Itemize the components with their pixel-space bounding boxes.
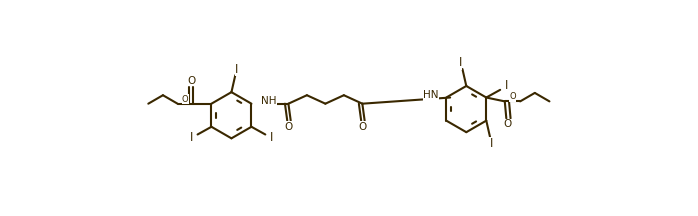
Text: I: I [190, 131, 193, 144]
Text: I: I [270, 131, 273, 144]
Text: O: O [358, 122, 366, 132]
Text: NH: NH [260, 96, 276, 106]
Text: O: O [284, 122, 292, 132]
Text: O: O [187, 76, 195, 86]
Text: I: I [235, 63, 239, 76]
Text: I: I [490, 137, 493, 150]
Text: HN: HN [423, 90, 438, 100]
Text: O: O [503, 119, 511, 129]
Text: I: I [459, 56, 462, 69]
Text: O: O [182, 95, 188, 103]
Text: O: O [509, 92, 516, 101]
Text: I: I [505, 79, 508, 92]
